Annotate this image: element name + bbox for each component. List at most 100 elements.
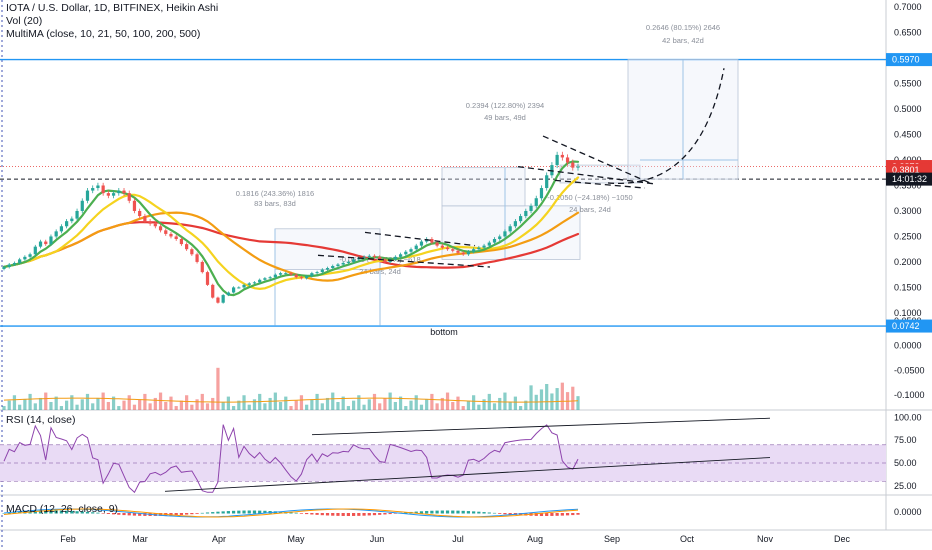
candle-body — [466, 251, 471, 255]
volume-bar — [357, 395, 361, 410]
candle-body — [472, 249, 476, 252]
volume-label[interactable]: Vol (20) — [6, 15, 43, 27]
macd-histogram-bar — [179, 513, 184, 515]
volume-bar — [461, 406, 465, 410]
macd-histogram-bar — [466, 511, 471, 514]
volume-bar — [117, 406, 121, 410]
volume-bar — [310, 399, 314, 410]
candle-body — [498, 236, 502, 239]
macd-histogram-bar — [111, 513, 116, 515]
candle-body — [477, 247, 481, 250]
macd-histogram-bar — [38, 510, 43, 514]
time-axis-tick: Dec — [834, 534, 851, 544]
volume-bar — [560, 382, 564, 410]
candle-body — [185, 244, 189, 250]
candle-body — [75, 210, 79, 219]
macd-histogram-bar — [101, 513, 105, 514]
macd-histogram-bar — [346, 513, 351, 516]
macd-histogram-bar — [278, 511, 283, 514]
macd-histogram-bar — [487, 512, 491, 514]
macd-histogram-bar — [503, 513, 507, 515]
candle-body — [372, 255, 377, 257]
candle-body — [294, 274, 298, 278]
measure-annotation: 24 bars, 24d — [359, 267, 401, 276]
macd-histogram-bar — [252, 510, 257, 514]
wedge-trendline — [364, 231, 476, 247]
candle-body — [341, 262, 345, 265]
candle-body — [127, 193, 131, 201]
candle-body — [49, 236, 53, 245]
volume-bar — [289, 406, 293, 410]
symbol-legend: IOTA / U.S. Dollar, 1D, BITFINEX, Heikin… — [6, 2, 218, 15]
volume-bar — [305, 404, 309, 410]
volume-bar — [111, 396, 116, 410]
volume-bar — [85, 393, 90, 410]
symbol-title[interactable]: IOTA / U.S. Dollar, 1D, BITFINEX, Heikin… — [6, 2, 219, 14]
ma-label[interactable]: MultiMA (close, 10, 21, 50, 100, 200, 50… — [6, 28, 201, 40]
macd-histogram-bar — [289, 512, 293, 514]
macd-histogram-bar — [445, 510, 450, 514]
volume-bar — [23, 399, 27, 410]
macd-histogram-bar — [560, 513, 564, 516]
macd-histogram-bar — [85, 511, 90, 514]
macd-histogram-bar — [576, 513, 580, 515]
volume-bar — [106, 401, 110, 410]
volume-bar — [555, 388, 559, 410]
macd-histogram-bar — [320, 513, 324, 516]
volume-bar — [378, 403, 382, 410]
rsi-legend: RSI (14, close) — [6, 414, 75, 427]
candle-body — [482, 245, 486, 248]
candle-body — [226, 292, 230, 296]
volume-bar — [524, 400, 528, 410]
volume-bar — [268, 397, 272, 410]
macd-histogram-bar — [336, 513, 340, 516]
candle-body — [106, 193, 110, 196]
volume-bar — [393, 401, 397, 410]
price-axis-tag: 0.5970 — [886, 53, 932, 67]
macd-histogram-bar — [263, 510, 267, 514]
candle-body — [91, 188, 95, 191]
candle-body — [508, 226, 512, 232]
candle-body — [336, 264, 340, 267]
volume-bar — [18, 404, 22, 410]
time-axis-tick: Mar — [132, 534, 148, 544]
macd-histogram-bar — [472, 511, 476, 514]
volume-bar — [44, 392, 48, 410]
volume-bar — [158, 392, 163, 410]
volume-bar — [28, 393, 32, 410]
candle-body — [398, 254, 403, 257]
macd-label[interactable]: MACD (12, 26, close, 9) — [6, 503, 119, 515]
candle-body — [289, 273, 293, 275]
candle-body — [393, 256, 397, 260]
measure-box — [441, 167, 526, 207]
macd-histogram-bar — [393, 513, 397, 514]
measure-annotation: 0.1816 (243.36%) 1816 — [236, 189, 314, 198]
volume-bar — [70, 395, 74, 410]
volume-bar — [252, 399, 257, 410]
macd-histogram-bar — [12, 512, 17, 514]
volume-bar — [472, 395, 476, 410]
volume-bar — [284, 396, 288, 410]
candle-body — [346, 261, 351, 263]
candle-body — [576, 166, 580, 168]
bottom-level-label: bottom — [430, 327, 458, 337]
macd-histogram-bar — [96, 512, 100, 514]
macd-histogram-bar — [185, 513, 189, 515]
candle-body — [242, 284, 246, 288]
macd-histogram-bar — [372, 513, 377, 516]
volume-axis-tick: -0.0500 — [894, 365, 925, 375]
macd-histogram-bar — [190, 513, 194, 515]
candle-body — [190, 249, 194, 255]
volume-bar — [445, 392, 450, 410]
candle-body — [492, 239, 497, 243]
rsi-label[interactable]: RSI (14, close) — [6, 414, 76, 426]
macd-histogram-bar — [482, 512, 486, 514]
macd-histogram-bar — [80, 511, 84, 514]
macd-histogram-bar — [44, 510, 48, 514]
volume-bar — [91, 403, 95, 410]
volume-bar — [341, 396, 345, 410]
volume-bar — [456, 396, 460, 410]
volume-bar — [404, 406, 408, 410]
candle-body — [65, 221, 69, 227]
macd-histogram-bar — [242, 510, 246, 514]
